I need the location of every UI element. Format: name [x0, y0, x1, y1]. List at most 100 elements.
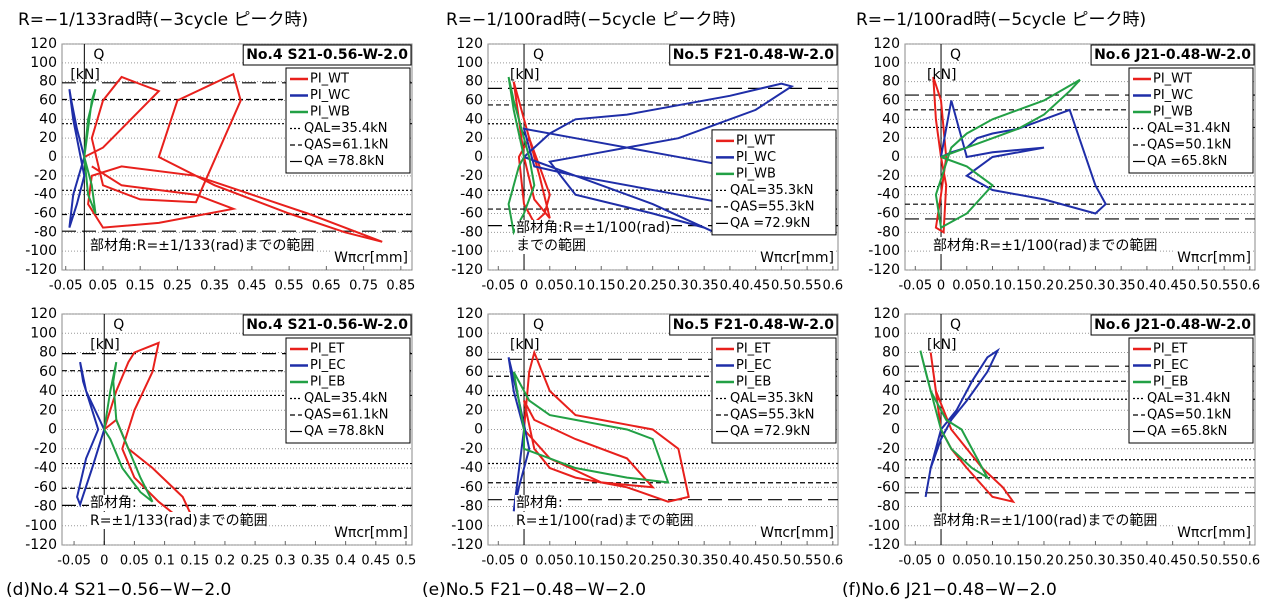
y-tick-label: -80	[877, 499, 900, 515]
legend-label: QA =65.8kN	[1147, 154, 1227, 169]
legend-label: PI_ET	[736, 342, 770, 357]
x-tick-label: 0.05	[88, 279, 117, 294]
x-tick-label: 0.3	[668, 279, 689, 294]
x-tick-label: 0.15	[587, 554, 616, 569]
legend-label: QA =78.8kN	[304, 154, 384, 169]
x-tick-label: 0	[520, 554, 528, 569]
y-tick-label: -120	[868, 537, 900, 553]
legend-label: QA =72.9kN	[730, 216, 810, 231]
x-tick-label: 0.35	[1107, 279, 1136, 294]
y-tick-label: 80	[882, 74, 900, 90]
annotation: 部材角:	[90, 495, 137, 511]
x-tick-label: 0.2	[617, 279, 638, 294]
legend-label: QAS=61.1kN	[304, 138, 388, 153]
x-tick-label: 0.05	[952, 554, 981, 569]
y-tick-label: 60	[465, 93, 483, 109]
legend-label: QAL=35.3kN	[730, 183, 813, 198]
y-tick-label: -60	[877, 479, 900, 495]
y-tick-label: -60	[460, 206, 483, 222]
legend-label: PI_EB	[736, 375, 771, 390]
y-tick-label: -20	[460, 168, 483, 184]
annotation: R=±1/100(rad)までの範囲	[516, 512, 694, 529]
y-tick-label: 40	[465, 383, 483, 399]
y-tick-label: 100	[456, 55, 483, 71]
caption: (d)No.4 S21−0.56−W−2.0	[6, 580, 231, 600]
x-tick-label: 0.35	[690, 279, 719, 294]
x-tick-label: 0	[520, 279, 528, 294]
x-tick-label: 0.4	[720, 279, 741, 294]
x-tick-label: 0.3	[275, 554, 296, 569]
panel: 120100806040200-20-40-60-80-100-120-0.05…	[25, 36, 415, 294]
x-tick-label: 0.15	[1004, 554, 1033, 569]
x-tick-label: 0.1	[982, 279, 1003, 294]
y-axis-label: Q	[533, 47, 544, 63]
chart-title: No.6 J21-0.48-W-2.0	[1094, 47, 1251, 63]
legend-label: QAS=50.1kN	[1147, 138, 1231, 153]
y-tick-label: 40	[39, 111, 57, 127]
x-tick-label: 0.1	[154, 554, 175, 569]
y-tick-label: 80	[465, 74, 483, 90]
y-tick-label: 60	[882, 93, 900, 109]
x-axis-label: Wπcr[mm]	[1177, 525, 1251, 541]
header: R=−1/133rad時(−3cycle ピーク時)	[18, 10, 308, 30]
x-tick-label: 0.5	[771, 279, 792, 294]
panel: 120100806040200-20-40-60-80-100-120-0.05…	[868, 306, 1260, 569]
y-tick-label: -40	[34, 187, 57, 203]
x-tick-label: 0.3	[1085, 279, 1106, 294]
x-tick-label: 0.4	[720, 554, 741, 569]
x-tick-label: 0.5	[771, 554, 792, 569]
caption: (f)No.6 J21−0.48−W−2.0	[842, 580, 1057, 600]
x-axis-label: Wπcr[mm]	[1177, 250, 1251, 266]
x-axis-label: Wπcr[mm]	[334, 525, 408, 541]
legend-label: PI_WB	[1153, 105, 1193, 120]
x-tick-label: 0.2	[215, 554, 236, 569]
y-tick-label: 80	[39, 74, 57, 90]
y-tick-label: -20	[877, 441, 900, 457]
y-tick-label: 40	[465, 111, 483, 127]
legend-label: PI_EB	[310, 375, 345, 390]
x-tick-label: 0.05	[535, 554, 564, 569]
x-tick-label: 0.4	[1137, 554, 1158, 569]
y-tick-label: 60	[465, 364, 483, 380]
y-tick-label: -120	[25, 537, 57, 553]
y-tick-label: -120	[451, 262, 483, 278]
x-tick-label: 0.15	[180, 554, 209, 569]
x-tick-label: 0.2	[1034, 554, 1055, 569]
y-tick-label: -100	[25, 243, 57, 259]
x-tick-label: 0.45	[1158, 279, 1187, 294]
y-tick-label: -60	[34, 206, 57, 222]
y-tick-label: 0	[474, 149, 483, 165]
y-tick-label: 0	[474, 422, 483, 438]
y-tick-label: 120	[30, 36, 57, 52]
header: R=−1/100rad時(−5cycle ピーク時)	[446, 10, 736, 30]
y-tick-label: 120	[30, 306, 57, 322]
chart-title: No.5 F21-0.48-W-2.0	[673, 317, 835, 333]
y-tick-label: 80	[882, 345, 900, 361]
legend-label: QAL=35.3kN	[730, 391, 813, 406]
x-tick-label: 0.45	[741, 554, 770, 569]
y-tick-label: 80	[465, 345, 483, 361]
x-tick-label: 0.55	[275, 279, 304, 294]
x-tick-label: 0	[937, 554, 945, 569]
x-tick-label: 0.45	[361, 554, 390, 569]
x-tick-label: 0.05	[120, 554, 149, 569]
x-tick-label: 0.1	[565, 279, 586, 294]
legend-label: PI_WT	[1153, 72, 1192, 87]
y-tick-label: -80	[460, 224, 483, 240]
legend-label: PI_ET	[1153, 342, 1187, 357]
x-tick-label: 0.55	[1210, 279, 1239, 294]
y-axis-unit: [kN]	[927, 67, 957, 83]
x-tick-label: 0.3	[1085, 554, 1106, 569]
x-tick-label: 0	[937, 279, 945, 294]
legend-label: PI_WC	[1153, 88, 1193, 103]
x-tick-label: 0.65	[312, 279, 341, 294]
x-tick-label: 0.15	[126, 279, 155, 294]
x-tick-label: 0.25	[1055, 554, 1084, 569]
x-tick-label: 0.5	[1188, 554, 1209, 569]
y-tick-label: -40	[877, 460, 900, 476]
y-tick-label: 40	[882, 111, 900, 127]
y-axis-unit: [kN]	[510, 67, 540, 83]
legend-label: PI_WC	[736, 150, 776, 165]
y-tick-label: -80	[460, 499, 483, 515]
x-tick-label: 0.6	[823, 554, 844, 569]
